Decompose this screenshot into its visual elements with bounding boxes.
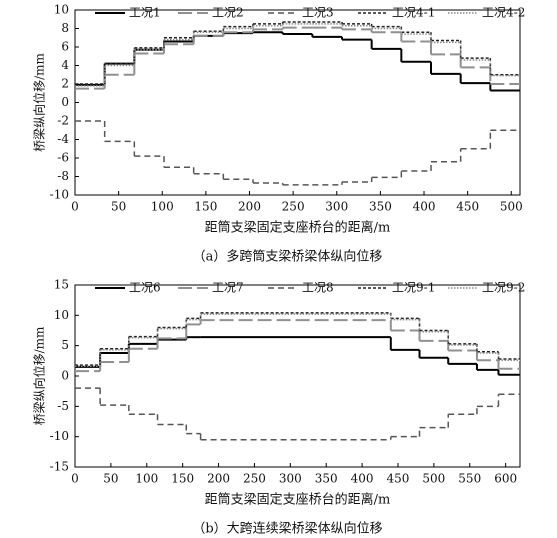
legend-label: 工况4-2 bbox=[482, 6, 525, 20]
legend-label: 工况8 bbox=[302, 281, 334, 295]
y-tick-label: 10 bbox=[54, 308, 69, 322]
legend-label: 工况6 bbox=[129, 281, 161, 295]
y-tick-label: -5 bbox=[57, 399, 69, 413]
x-axis-label: 距筒支梁固定支座桥台的距离/m bbox=[205, 492, 391, 508]
x-axis-label: 距筒支梁固定支座桥台的距离/m bbox=[205, 220, 391, 236]
x-tick-label: 150 bbox=[171, 472, 194, 486]
y-tick-label: 4 bbox=[61, 58, 69, 72]
x-tick-label: 250 bbox=[243, 472, 266, 486]
legend-label: 工况2 bbox=[212, 6, 244, 20]
caption: （b）大跨连续梁桥梁体纵向位移 bbox=[192, 521, 382, 537]
x-tick-label: 300 bbox=[279, 472, 302, 486]
legend-label: 工况4-1 bbox=[392, 6, 435, 20]
x-tick-label: 600 bbox=[494, 472, 517, 486]
legend-label: 工况1 bbox=[129, 6, 161, 20]
x-tick-label: 50 bbox=[111, 200, 126, 214]
x-tick-label: 350 bbox=[369, 200, 392, 214]
legend-label: 工况7 bbox=[212, 281, 244, 295]
y-tick-label: -15 bbox=[50, 460, 69, 474]
y-tick-label: 10 bbox=[54, 3, 69, 17]
plot-frame bbox=[74, 9, 521, 196]
x-tick-label: 200 bbox=[238, 200, 261, 214]
x-tick-label: 550 bbox=[458, 472, 481, 486]
x-tick-label: 400 bbox=[351, 472, 374, 486]
x-tick-label: 450 bbox=[387, 472, 410, 486]
legend-label: 工况9-2 bbox=[482, 281, 525, 295]
y-tick-label: -8 bbox=[57, 169, 69, 183]
x-tick-label: 450 bbox=[456, 200, 479, 214]
x-tick-label: 150 bbox=[194, 200, 217, 214]
y-tick-label: 2 bbox=[61, 77, 69, 91]
x-tick-label: 50 bbox=[103, 472, 118, 486]
y-tick-label: -6 bbox=[57, 151, 69, 165]
x-tick-label: 0 bbox=[71, 200, 79, 214]
y-tick-label: 15 bbox=[54, 278, 69, 292]
x-tick-label: 100 bbox=[151, 200, 174, 214]
x-tick-label: 300 bbox=[325, 200, 348, 214]
x-tick-label: 500 bbox=[500, 200, 523, 214]
y-tick-label: -10 bbox=[50, 188, 69, 202]
y-tick-label: 6 bbox=[61, 40, 69, 54]
y-tick-label: -2 bbox=[57, 114, 69, 128]
y-tick-label: 0 bbox=[61, 95, 69, 109]
x-tick-label: 350 bbox=[315, 472, 338, 486]
legend-label: 工况3 bbox=[302, 6, 334, 20]
y-tick-label: 5 bbox=[61, 338, 69, 352]
x-tick-label: 200 bbox=[207, 472, 230, 486]
y-axis-label: 桥梁纵向位移/mm bbox=[32, 326, 47, 425]
y-tick-label: 8 bbox=[61, 21, 69, 35]
y-tick-label: 0 bbox=[61, 369, 69, 383]
y-tick-label: -10 bbox=[50, 429, 69, 443]
y-tick-label: -4 bbox=[57, 132, 69, 146]
x-tick-label: 400 bbox=[413, 200, 436, 214]
x-tick-label: 500 bbox=[422, 472, 445, 486]
x-tick-label: 0 bbox=[71, 472, 79, 486]
y-axis-label: 桥梁纵向位移/mm bbox=[32, 52, 47, 151]
x-tick-label: 250 bbox=[282, 200, 305, 214]
caption: （a）多跨筒支梁桥梁体纵向位移 bbox=[193, 249, 383, 265]
x-tick-label: 100 bbox=[135, 472, 158, 486]
legend-label: 工况9-1 bbox=[392, 281, 435, 295]
